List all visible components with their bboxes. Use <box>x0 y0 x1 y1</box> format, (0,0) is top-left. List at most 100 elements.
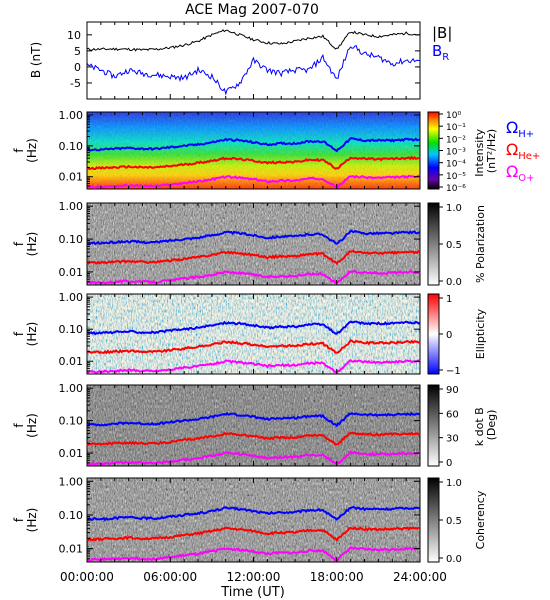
y-tick-label: 0.10 <box>59 233 84 246</box>
colorbar-tick-label: 10⁻⁵ <box>446 172 466 182</box>
y-axis-label-line: (Hz) <box>25 322 39 347</box>
colorbar-tick-label: −1 <box>446 366 461 377</box>
gyro-line-h <box>86 137 421 153</box>
gyro-line-he <box>86 249 421 266</box>
y-axis-label: B (nT) <box>29 42 43 78</box>
colorbar-tick-label: 10⁻¹ <box>446 123 466 133</box>
spectrogram-texture <box>87 385 420 466</box>
gyro-line-he <box>86 526 421 543</box>
gyro-line-h <box>86 505 421 522</box>
gyro-line-o <box>86 269 421 285</box>
legend-omega-he: ΩHe+ <box>506 140 540 162</box>
x-tick-label: 06:00:00 <box>143 570 197 584</box>
y-tick-label: 1.00 <box>59 475 84 488</box>
y-axis-label: f(Hz) <box>12 322 39 347</box>
gyro-line-o <box>86 546 420 562</box>
panel-intensity: Intensity (nT²/Hz) 10⁰10⁻¹10⁻²10⁻³10⁻⁴10… <box>86 111 540 194</box>
gyro-line-o <box>86 358 421 375</box>
y-axis-label-line: (Hz) <box>25 232 39 257</box>
y-tick-label: 0.10 <box>59 140 84 153</box>
y-tick-label: 5 <box>74 45 81 58</box>
x-tick-label: 18:00:00 <box>310 570 364 584</box>
colorbar-tick-label: 0.5 <box>446 516 462 527</box>
colorbar-coherency <box>427 477 440 563</box>
colorbar-tick-label: 10⁻³ <box>446 148 466 158</box>
colorbar-ticks: 1.0 0.5 0.0 <box>439 478 462 565</box>
panel-frame <box>86 21 421 100</box>
x-axis-label: Time (UT) <box>220 585 285 600</box>
gyro-line-h <box>86 320 421 336</box>
y-ticks: 10 5 0 -5 <box>67 29 420 90</box>
colorbar-label-line2: (Deg) <box>485 410 498 441</box>
y-tick-label: 0.10 <box>59 323 84 336</box>
y-tick-label: 0.10 <box>59 415 84 428</box>
spectrogram-axes: 1.000.100.01f(Hz)1.000.100.01f(Hz)1.000.… <box>12 109 420 560</box>
y-axis-label: f(Hz) <box>12 508 39 533</box>
y-tick-label: 0 <box>74 61 81 74</box>
spectrogram-texture <box>87 112 420 189</box>
y-tick-label: 0.01 <box>59 447 84 460</box>
panel-wave-normal: 90 60 30 0 k dot B (Deg) <box>86 384 498 469</box>
y-axis-label-line: f <box>12 331 26 336</box>
colorbar-tick-label: 10⁻⁶ <box>446 184 466 194</box>
colorbar-label: Coherency <box>474 490 487 549</box>
panel-polarization: 1.0 0.5 0.0 % Polarization <box>86 202 487 288</box>
y-tick-label: -5 <box>70 77 81 90</box>
colorbar-tick-label: 0 <box>446 330 452 341</box>
colorbar-label: k dot B (Deg) <box>473 404 498 446</box>
y-axis-label-line: f <box>12 241 26 246</box>
x-axis-ticks: 00:00:00 06:00:00 12:00:00 18:00:00 24:00:00 <box>60 22 447 584</box>
gyro-line-he <box>86 339 421 355</box>
colorbar-intensity <box>427 111 440 190</box>
y-axis-label-line: (Hz) <box>25 138 39 163</box>
y-axis-label-line: (Hz) <box>25 413 39 438</box>
panel-magnetic-field: 10 5 0 -5 B (nT) |B| BR <box>29 21 452 100</box>
y-axis-label-line: f <box>12 148 26 153</box>
y-axis-label-line: (Hz) <box>25 508 39 533</box>
gyro-line-h <box>86 229 421 246</box>
y-axis-label-line: f <box>12 423 26 428</box>
x-tick-label: 00:00:00 <box>60 570 114 584</box>
y-tick-label: 1.00 <box>59 200 84 213</box>
colorbar-label-line2: (nT²/Hz) <box>485 129 498 173</box>
y-tick-label: 0.01 <box>59 543 84 556</box>
colorbar-label: % Polarization <box>474 205 487 283</box>
colorbar-label: Ellipticity <box>474 308 487 359</box>
gyro-line-he <box>86 431 421 446</box>
colorbar-tick-label: 0.0 <box>446 554 462 565</box>
x-tick-label: 12:00:00 <box>227 570 281 584</box>
colorbar-ellipticity <box>427 293 440 375</box>
colorbar-tick-label: 10⁻⁴ <box>446 160 466 170</box>
y-tick-label: 1.00 <box>59 109 84 122</box>
legend-b-r: BR <box>432 42 449 63</box>
colorbar-tick-label: 10⁰ <box>446 111 461 121</box>
y-tick-label: 0.01 <box>59 355 84 368</box>
colorbar-label: Intensity (nT²/Hz) <box>473 125 498 176</box>
colorbar-tick-label: 1.0 <box>446 478 462 489</box>
colorbar-tick-label: 10⁻² <box>446 135 466 145</box>
legend-omega-h: ΩH+ <box>506 118 534 140</box>
y-axis-label: f(Hz) <box>12 413 39 438</box>
colorbar-k-dot-b <box>427 384 440 467</box>
colorbar-tick-label: 30 <box>446 434 459 445</box>
colorbar-tick-label: 0 <box>446 458 452 469</box>
colorbar-polarization <box>427 202 440 286</box>
y-axis-label: f(Hz) <box>12 232 39 257</box>
colorbar-ticks: 10⁰ 10⁻¹ 10⁻² 10⁻³ 10⁻⁴ 10⁻⁵ 10⁻⁶ <box>439 111 466 194</box>
colorbar-tick-label: 1 <box>446 294 452 305</box>
gyro-line-h <box>86 411 421 428</box>
colorbar-tick-label: 1.0 <box>446 203 462 214</box>
colorbar-label-line1: Intensity <box>473 128 486 176</box>
y-tick-label: 0.01 <box>59 266 84 279</box>
gyro-line-he <box>86 155 421 170</box>
y-tick-label: 10 <box>67 29 81 42</box>
series-b-total-line <box>86 29 421 52</box>
colorbar-ticks: 90 60 30 0 <box>439 385 459 469</box>
y-tick-label: 1.00 <box>59 291 84 304</box>
legend-omega-o: ΩO+ <box>506 162 534 184</box>
colorbar-tick-label: 0.5 <box>446 240 462 251</box>
series-b-r-line <box>86 44 420 96</box>
colorbar-label-line1: k dot B <box>473 407 486 446</box>
y-axis-label-line: f <box>12 517 26 522</box>
